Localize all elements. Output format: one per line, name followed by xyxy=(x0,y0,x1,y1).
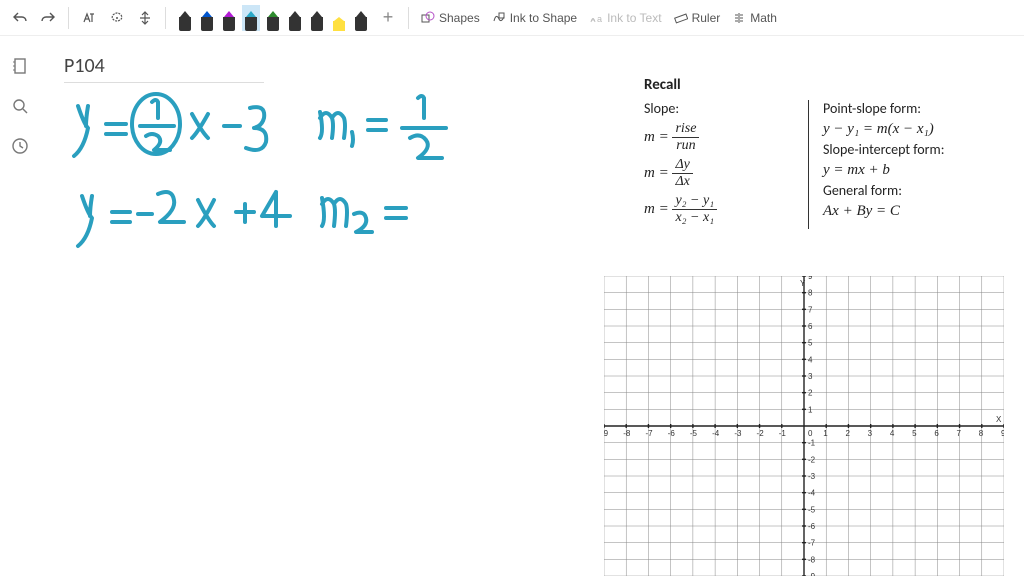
svg-text:-5: -5 xyxy=(690,429,698,438)
pen-5[interactable] xyxy=(286,5,304,31)
ink-to-text-label: Ink to Text xyxy=(607,11,661,25)
lasso-button[interactable] xyxy=(105,4,129,32)
gf-eq: Ax + By = C xyxy=(823,203,944,220)
svg-text:-1: -1 xyxy=(808,439,816,448)
ps-eq: y − y₁ = m(x − x₁) xyxy=(823,121,944,138)
ink-layer xyxy=(40,36,640,296)
toolbar-divider xyxy=(408,7,409,29)
svg-text:X: X xyxy=(996,415,1002,424)
svg-text:8: 8 xyxy=(979,429,984,438)
pen-0[interactable] xyxy=(176,5,194,31)
recent-button[interactable] xyxy=(8,134,32,158)
undo-button[interactable] xyxy=(8,4,32,32)
math-label: Math xyxy=(750,11,777,25)
svg-text:-9: -9 xyxy=(604,429,609,438)
svg-text:-7: -7 xyxy=(645,429,653,438)
svg-text:1: 1 xyxy=(823,429,828,438)
toolbar: + Shapes Ink to Shape a Ink to Text Ruler… xyxy=(0,0,1024,36)
svg-text:2: 2 xyxy=(845,429,850,438)
slope1-lhs: m = xyxy=(644,129,669,145)
svg-text:-2: -2 xyxy=(757,429,765,438)
canvas[interactable]: P104 xyxy=(40,36,1024,560)
svg-text:6: 6 xyxy=(934,429,939,438)
svg-text:-7: -7 xyxy=(808,539,816,548)
slope2-lhs: m = xyxy=(644,165,669,181)
svg-text:1: 1 xyxy=(808,405,813,414)
pen-palette xyxy=(174,5,372,31)
recall-slope-col: Slope: m = riserun m = ΔyΔx m = y₂ − y₁x… xyxy=(644,100,809,229)
ink-to-shape-button[interactable]: Ink to Shape xyxy=(488,4,581,32)
pen-3[interactable] xyxy=(242,5,260,31)
ink-to-shape-label: Ink to Shape xyxy=(510,11,577,25)
svg-text:-8: -8 xyxy=(623,429,631,438)
slope1-num: rise xyxy=(672,121,699,138)
svg-text:5: 5 xyxy=(912,429,917,438)
recall-forms-col: Point-slope form: y − y₁ = m(x − x₁) Slo… xyxy=(809,100,944,229)
svg-text:-9: -9 xyxy=(808,572,816,576)
svg-text:8: 8 xyxy=(808,289,813,298)
pen-7[interactable] xyxy=(330,5,348,31)
slope3-lhs: m = xyxy=(644,201,669,217)
left-rail xyxy=(0,36,40,560)
slope3-den: x₂ − x₁ xyxy=(672,210,717,226)
svg-text:9: 9 xyxy=(808,276,813,281)
slope-label: Slope: xyxy=(644,100,800,117)
ruler-label: Ruler xyxy=(692,11,721,25)
svg-text:3: 3 xyxy=(868,429,873,438)
search-button[interactable] xyxy=(8,94,32,118)
svg-text:5: 5 xyxy=(808,339,813,348)
svg-text:-1: -1 xyxy=(779,429,787,438)
pen-4[interactable] xyxy=(264,5,282,31)
gf-label: General form: xyxy=(823,182,944,199)
slope1-den: run xyxy=(672,138,699,154)
math-button[interactable]: Math xyxy=(728,4,781,32)
insert-space-button[interactable] xyxy=(133,4,157,32)
svg-text:7: 7 xyxy=(957,429,962,438)
pen-1[interactable] xyxy=(198,5,216,31)
graph: -9-8-7-6-5-4-3-2-1123456789-9-8-7-6-5-4-… xyxy=(604,276,1004,576)
svg-text:6: 6 xyxy=(808,322,813,331)
slope2-num: Δy xyxy=(672,157,692,174)
shapes-label: Shapes xyxy=(439,11,480,25)
si-label: Slope-intercept form: xyxy=(823,141,944,158)
svg-text:a: a xyxy=(597,14,602,24)
text-button[interactable] xyxy=(77,4,101,32)
svg-text:2: 2 xyxy=(808,389,813,398)
svg-text:4: 4 xyxy=(808,355,813,364)
redo-button[interactable] xyxy=(36,4,60,32)
shapes-button[interactable]: Shapes xyxy=(417,4,484,32)
svg-text:3: 3 xyxy=(808,372,813,381)
svg-text:-6: -6 xyxy=(668,429,676,438)
pen-8[interactable] xyxy=(352,5,370,31)
svg-text:7: 7 xyxy=(808,305,813,314)
ink-to-text-button[interactable]: a Ink to Text xyxy=(585,4,665,32)
svg-text:-6: -6 xyxy=(808,522,816,531)
slope3-num: y₂ − y₁ xyxy=(672,193,717,210)
svg-text:0: 0 xyxy=(808,429,813,438)
toolbar-divider xyxy=(165,7,166,29)
svg-text:-3: -3 xyxy=(808,472,816,481)
recall-panel: Recall Slope: m = riserun m = ΔyΔx m = y… xyxy=(644,76,1004,229)
toolbar-divider xyxy=(68,7,69,29)
pen-2[interactable] xyxy=(220,5,238,31)
pen-6[interactable] xyxy=(308,5,326,31)
svg-text:-5: -5 xyxy=(808,505,816,514)
svg-text:-3: -3 xyxy=(734,429,742,438)
slope2-den: Δx xyxy=(672,174,692,190)
svg-text:-2: -2 xyxy=(808,455,816,464)
add-pen-button[interactable]: + xyxy=(376,4,400,32)
svg-text:-4: -4 xyxy=(808,489,816,498)
ps-label: Point-slope form: xyxy=(823,100,944,117)
svg-text:Y: Y xyxy=(800,279,806,288)
notebooks-button[interactable] xyxy=(8,54,32,78)
svg-text:9: 9 xyxy=(1001,429,1004,438)
svg-text:-4: -4 xyxy=(712,429,720,438)
svg-text:4: 4 xyxy=(890,429,895,438)
recall-title: Recall xyxy=(644,76,1004,94)
si-eq: y = mx + b xyxy=(823,162,944,179)
ruler-button[interactable]: Ruler xyxy=(670,4,725,32)
